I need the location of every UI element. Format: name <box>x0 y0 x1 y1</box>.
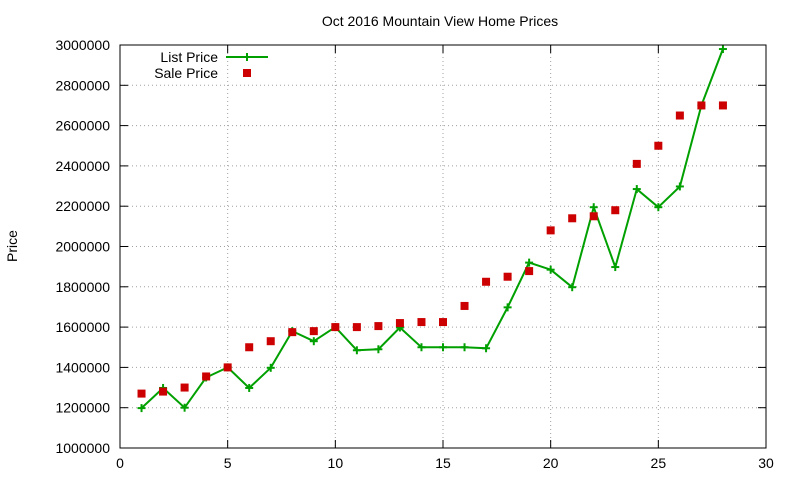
y-tick-label: 1600000 <box>55 319 110 335</box>
x-tick-label: 25 <box>651 455 667 471</box>
sale-price-point <box>395 319 404 328</box>
sale-price-point <box>202 372 211 381</box>
list-price-point <box>137 404 146 413</box>
list-price-point <box>654 203 663 212</box>
y-tick-label: 1200000 <box>55 400 110 416</box>
plot-frame <box>119 44 767 449</box>
list-price-point <box>266 363 275 372</box>
x-tick-label: 15 <box>435 455 451 471</box>
sale-price-point <box>245 343 254 352</box>
list-price-point <box>718 45 727 54</box>
list-price-point <box>352 346 361 355</box>
x-tick-label: 20 <box>543 455 559 471</box>
series-layer <box>137 45 727 413</box>
sale-price-point <box>374 322 383 331</box>
sale-price-point <box>654 141 663 150</box>
y-tick-label: 2800000 <box>55 77 110 93</box>
sale-price-point <box>503 272 512 281</box>
sale-price-point <box>611 206 620 215</box>
sale-price-point <box>546 226 555 235</box>
y-axis-ticks: 1000000 1200000 1400000 1600000 1800000 20000… <box>55 37 766 456</box>
y-tick-label: 2600000 <box>55 118 110 134</box>
list-price-point <box>439 343 447 352</box>
list-price-point <box>503 303 512 312</box>
sale-price-point <box>460 301 469 310</box>
sale-price-point <box>266 337 275 346</box>
list-price-point <box>675 182 684 191</box>
sale-price-point <box>675 111 684 120</box>
y-tick-label: 1800000 <box>55 279 110 295</box>
sale-price-point <box>589 212 598 221</box>
list-price-point <box>245 383 254 392</box>
sale-price-point <box>288 328 297 337</box>
list-price-point <box>589 203 598 212</box>
list-price-point <box>568 283 577 292</box>
sale-price-point <box>718 101 727 110</box>
sale-price-point <box>482 277 491 286</box>
legend-square-marker <box>243 69 251 77</box>
chart-title: Oct 2016 Mountain View Home Prices <box>322 13 558 29</box>
list-price-point <box>460 343 469 352</box>
sale-price-point <box>568 214 577 223</box>
x-tick-label: 30 <box>758 455 774 471</box>
list-price-point <box>180 403 189 412</box>
y-tick-label: 1400000 <box>55 359 110 375</box>
sale-price-point <box>632 159 641 168</box>
series-sale-price <box>137 101 727 398</box>
sale-price-point <box>137 389 146 398</box>
sale-price-point <box>223 363 232 372</box>
sale-price-point <box>331 323 340 332</box>
list-price-point <box>611 263 620 272</box>
sale-price-point <box>159 387 168 396</box>
list-price-point <box>374 345 383 354</box>
x-tick-label: 5 <box>224 455 232 471</box>
legend-plus-marker <box>243 53 251 61</box>
list-price-line <box>140 48 724 409</box>
y-tick-label: 1000000 <box>55 440 110 456</box>
sale-price-point <box>180 383 189 392</box>
list-price-point <box>632 185 641 194</box>
y-tick-label: 2400000 <box>55 158 110 174</box>
sale-price-point <box>525 267 534 276</box>
sale-price-point <box>309 327 318 336</box>
x-tick-label: 10 <box>328 455 344 471</box>
list-price-point <box>417 343 426 352</box>
list-price-point <box>546 265 555 274</box>
y-tick-label: 2200000 <box>55 198 110 214</box>
x-tick-label: 0 <box>116 455 124 471</box>
legend-label: List Price <box>160 49 218 65</box>
sale-price-point <box>697 101 706 110</box>
list-price-point <box>525 258 534 267</box>
sale-price-point <box>417 318 426 327</box>
list-price-point <box>309 337 318 346</box>
y-tick-label: 2000000 <box>55 239 110 255</box>
list-price-point <box>482 344 491 353</box>
legend-label: Sale Price <box>154 65 218 81</box>
sale-price-point <box>352 323 361 332</box>
y-axis-label: Price <box>4 230 20 262</box>
y-tick-label: 3000000 <box>55 37 110 53</box>
sale-price-point <box>439 318 447 327</box>
